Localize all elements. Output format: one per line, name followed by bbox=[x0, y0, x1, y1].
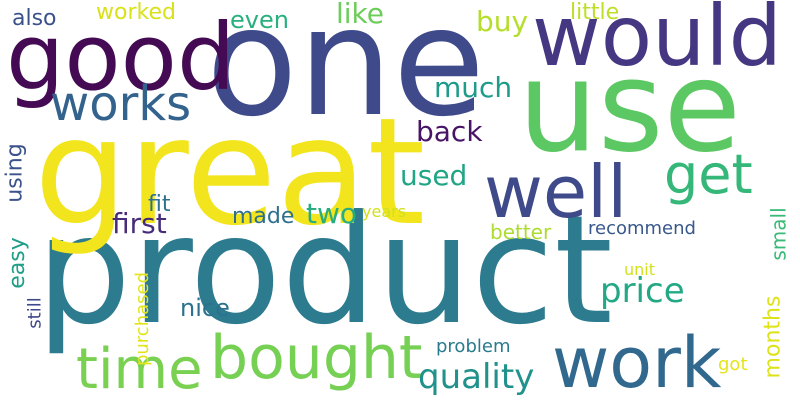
word-better: better bbox=[490, 220, 552, 244]
word-easy: easy bbox=[4, 237, 30, 289]
word-unit: unit bbox=[624, 260, 655, 279]
word-works: works bbox=[50, 76, 192, 132]
word-bought: bought bbox=[210, 323, 423, 393]
word-still: still bbox=[24, 297, 46, 329]
word-used: used bbox=[400, 159, 468, 192]
word-buy: buy bbox=[476, 5, 529, 38]
word-well: well bbox=[484, 150, 628, 234]
word-also: also bbox=[12, 6, 57, 31]
word-recommend: recommend bbox=[588, 218, 696, 239]
word-back: back bbox=[416, 115, 483, 148]
word-problem: problem bbox=[436, 336, 511, 357]
word-use: use bbox=[518, 33, 742, 180]
word-one: one bbox=[206, 0, 486, 150]
word-great: great bbox=[34, 86, 426, 258]
word-much: much bbox=[434, 71, 513, 104]
word-purchased: purchased bbox=[132, 271, 154, 367]
word-price: price bbox=[600, 271, 685, 311]
word-small: small bbox=[766, 207, 791, 261]
word-using: using bbox=[2, 143, 28, 203]
word-first: first bbox=[112, 207, 167, 240]
word-quality: quality bbox=[418, 357, 535, 397]
word-little: little bbox=[570, 0, 620, 25]
word-like: like bbox=[336, 0, 385, 30]
word-get: get bbox=[664, 143, 753, 206]
word-two: two bbox=[306, 197, 358, 230]
word-got: got bbox=[718, 354, 748, 375]
word-work: work bbox=[552, 322, 722, 400]
word-years: years bbox=[362, 202, 407, 221]
word-nice: nice bbox=[180, 294, 230, 322]
word-would: would bbox=[532, 0, 782, 85]
word-even: even bbox=[230, 6, 289, 34]
word-time: time bbox=[76, 337, 203, 400]
word-product: product bbox=[36, 184, 613, 358]
word-good: good bbox=[6, 4, 236, 111]
word-made: made bbox=[232, 204, 295, 229]
word-worked: worked bbox=[96, 0, 176, 25]
word-fit: fit bbox=[148, 192, 171, 217]
word-months: months bbox=[760, 295, 786, 379]
